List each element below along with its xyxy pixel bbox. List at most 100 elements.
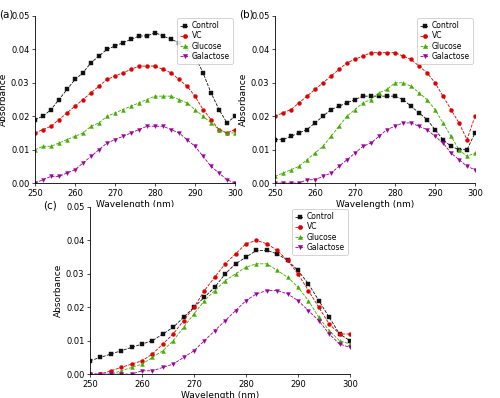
- Control: [472, 131, 478, 135]
- Control: [424, 117, 430, 122]
- VC: [32, 131, 38, 135]
- Control: [416, 111, 422, 115]
- Glucose: [232, 271, 238, 276]
- Glucose: [448, 134, 454, 139]
- Text: (a): (a): [0, 9, 14, 19]
- Glucose: [98, 372, 103, 377]
- Glucose: [306, 298, 312, 303]
- Glucose: [232, 131, 238, 135]
- VC: [150, 352, 156, 357]
- Control: [284, 258, 290, 263]
- Galactose: [368, 140, 374, 145]
- Glucose: [224, 131, 230, 135]
- Control: [336, 104, 342, 109]
- Glucose: [118, 369, 124, 373]
- X-axis label: Wavelength (nm): Wavelength (nm): [336, 201, 414, 209]
- VC: [192, 94, 198, 99]
- Glucose: [87, 372, 93, 377]
- Control: [272, 137, 278, 142]
- Control: [328, 107, 334, 112]
- VC: [112, 74, 118, 78]
- Glucose: [64, 137, 70, 142]
- Glucose: [48, 144, 54, 149]
- Glucose: [184, 100, 190, 105]
- VC: [408, 57, 414, 62]
- Legend: Control, VC, Glucose, Galactose: Control, VC, Glucose, Galactose: [177, 18, 233, 64]
- Control: [88, 60, 94, 65]
- VC: [272, 114, 278, 119]
- Galactose: [56, 174, 62, 179]
- VC: [160, 341, 166, 346]
- Control: [448, 144, 454, 149]
- Control: [232, 261, 238, 266]
- Control: [118, 348, 124, 353]
- Galactose: [202, 338, 207, 343]
- VC: [316, 305, 322, 310]
- Control: [200, 70, 206, 75]
- Glucose: [464, 154, 470, 159]
- Galactose: [448, 150, 454, 155]
- Y-axis label: Absorbance: Absorbance: [0, 73, 8, 126]
- Control: [170, 325, 176, 330]
- Galactose: [336, 164, 342, 169]
- Control: [139, 341, 145, 346]
- Control: [360, 94, 366, 99]
- VC: [344, 60, 350, 65]
- Galactose: [232, 308, 238, 313]
- Galactose: [272, 181, 278, 185]
- Control: [368, 94, 374, 99]
- VC: [72, 104, 78, 109]
- Glucose: [336, 124, 342, 129]
- Galactose: [118, 372, 124, 377]
- Control: [150, 338, 156, 343]
- VC: [202, 288, 207, 293]
- Galactose: [284, 291, 290, 296]
- Control: [254, 248, 260, 253]
- Control: [168, 37, 174, 42]
- Glucose: [312, 150, 318, 155]
- Control: [288, 134, 294, 139]
- X-axis label: Wavelength (nm): Wavelength (nm): [96, 201, 174, 209]
- VC: [64, 111, 70, 115]
- Glucose: [254, 261, 260, 266]
- Galactose: [180, 355, 186, 360]
- Control: [280, 137, 286, 142]
- Glucose: [168, 94, 174, 99]
- Galactose: [224, 178, 230, 182]
- Line: Glucose: Glucose: [33, 94, 237, 152]
- Text: (b): (b): [239, 9, 254, 19]
- Galactose: [312, 178, 318, 182]
- Glucose: [472, 150, 478, 155]
- Glucose: [243, 265, 249, 269]
- Glucose: [320, 144, 326, 149]
- Control: [128, 37, 134, 42]
- Galactose: [96, 147, 102, 152]
- Glucose: [136, 100, 142, 105]
- VC: [376, 50, 382, 55]
- VC: [328, 74, 334, 78]
- Galactose: [326, 332, 332, 336]
- Glucose: [288, 167, 294, 172]
- Galactose: [254, 291, 260, 296]
- Glucose: [424, 97, 430, 102]
- Galactose: [424, 127, 430, 132]
- VC: [184, 84, 190, 88]
- Galactose: [306, 308, 312, 313]
- Glucose: [272, 174, 278, 179]
- Galactose: [208, 164, 214, 169]
- Control: [108, 352, 114, 357]
- Control: [456, 147, 462, 152]
- Galactose: [216, 171, 222, 176]
- Control: [72, 77, 78, 82]
- Line: VC: VC: [88, 238, 352, 376]
- VC: [170, 332, 176, 336]
- Glucose: [416, 90, 422, 95]
- VC: [306, 288, 312, 293]
- Glucose: [280, 171, 286, 176]
- Line: VC: VC: [273, 51, 477, 142]
- Galactose: [87, 372, 93, 377]
- VC: [232, 252, 238, 256]
- Galactose: [274, 288, 280, 293]
- Glucose: [112, 111, 118, 115]
- Galactose: [392, 124, 398, 129]
